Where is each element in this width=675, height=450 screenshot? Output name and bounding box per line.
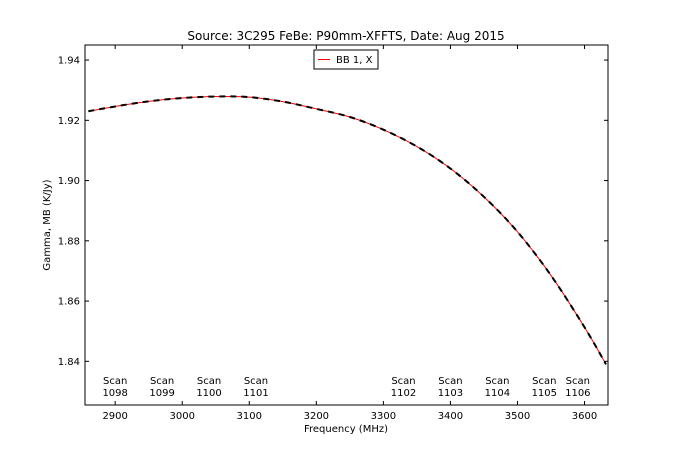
- legend: BB 1, X: [313, 49, 379, 70]
- ticks-layer: 2900 3000 3100 3200 3300 3400 3500 3600 1.84 1.86…: [58, 45, 608, 422]
- x-tick-label: 3300: [371, 411, 396, 422]
- x-tick-label: 3000: [169, 411, 194, 422]
- x-axis-label: Frequency (MHz): [304, 424, 388, 435]
- scan-annotation-line2: 1098: [102, 388, 127, 399]
- scan-annotation-line2: 1099: [149, 388, 174, 399]
- x-tick-label: 2900: [102, 411, 127, 422]
- y-tick-label: 1.92: [58, 116, 80, 127]
- series-layer: [88, 95, 607, 365]
- legend-label: BB 1, X: [336, 55, 373, 66]
- scan-annotation-line1: Scan: [244, 376, 268, 387]
- scan-annotation-line1: Scan: [485, 376, 509, 387]
- scan-annotation-line2: 1102: [391, 388, 416, 399]
- y-tick-label: 1.88: [58, 236, 80, 247]
- scan-annotation-line1: Scan: [532, 376, 556, 387]
- scan-annotation-line1: Scan: [150, 376, 174, 387]
- series-line-2: [88, 95, 607, 365]
- scan-annotation-line1: Scan: [103, 376, 127, 387]
- scan-annotation-line2: 1103: [438, 388, 463, 399]
- annotation-layer: Scan1098Scan1099Scan1100Scan1101Scan1102…: [102, 376, 590, 399]
- scan-annotation-line1: Scan: [566, 376, 590, 387]
- scan-annotation-line2: 1101: [243, 388, 268, 399]
- x-tick-label: 3400: [438, 411, 463, 422]
- y-tick-label: 1.84: [58, 357, 80, 368]
- y-axis-label: Gamma, MB (K/Jy): [42, 179, 53, 270]
- chart-title: Source: 3C295 FeBe: P90mm-XFFTS, Date: A…: [187, 29, 504, 43]
- x-tick-label: 3200: [304, 411, 329, 422]
- scan-annotation-line2: 1104: [485, 388, 510, 399]
- plot-area: [85, 45, 608, 405]
- x-tick-label: 3500: [505, 411, 530, 422]
- plot-frame: [84, 44, 609, 406]
- scan-annotation-line1: Scan: [438, 376, 462, 387]
- scan-annotation-line2: 1105: [532, 388, 557, 399]
- scan-annotation-line1: Scan: [391, 376, 415, 387]
- x-tick-label: 3100: [237, 411, 262, 422]
- y-tick-label: 1.90: [58, 176, 80, 187]
- x-tick-label: 3600: [572, 411, 597, 422]
- scan-annotation-line1: Scan: [197, 376, 221, 387]
- legend-box: [313, 49, 379, 70]
- y-tick-label: 1.94: [58, 56, 80, 67]
- scan-annotation-line2: 1106: [565, 388, 590, 399]
- y-tick-label: 1.86: [58, 297, 80, 308]
- scan-annotation-line2: 1100: [196, 388, 221, 399]
